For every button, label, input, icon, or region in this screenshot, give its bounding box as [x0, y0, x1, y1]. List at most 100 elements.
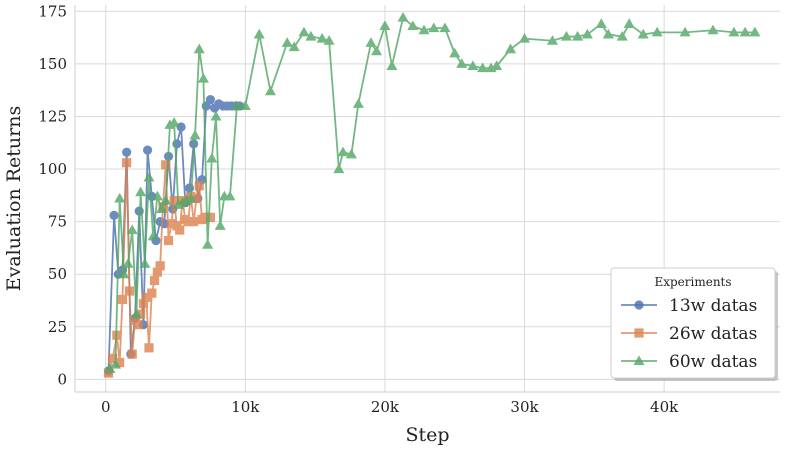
data-point: [728, 26, 740, 37]
data-point: [109, 210, 119, 220]
legend-entries: 13w datas 26w datas 60w datas: [621, 296, 757, 372]
data-point: [122, 258, 134, 268]
data-point: [386, 60, 398, 71]
legend-entry-13w-datas: 13w datas: [621, 296, 757, 316]
data-point: [439, 22, 451, 33]
data-point: [428, 22, 440, 33]
data-point: [194, 181, 204, 191]
data-point: [142, 145, 153, 155]
series-26w-datas: [103, 158, 216, 378]
data-point: [581, 28, 593, 39]
y-tick-label-1: 25: [48, 318, 67, 336]
x-tick-label-1: 10k: [231, 398, 260, 416]
data-point: [546, 35, 558, 45]
data-point: [122, 147, 132, 157]
data-point: [637, 28, 649, 39]
data-point: [749, 26, 761, 37]
data-point: [651, 26, 663, 37]
data-point: [147, 230, 159, 241]
data-point: [602, 28, 614, 39]
data-point: [175, 225, 185, 235]
legend-label: 60w datas: [669, 352, 757, 372]
axes-layer: 0 10k 20k 30k 40k 0 25 50 75 100 125 150 175: [38, 2, 780, 416]
data-point: [418, 24, 430, 35]
data-point: [133, 320, 143, 330]
data-point: [305, 30, 317, 41]
data-point: [616, 30, 628, 41]
data-point: [333, 163, 345, 174]
data-point: [185, 192, 197, 203]
data-point: [202, 239, 214, 249]
data-point: [231, 100, 243, 110]
legend-entry-60w-datas: 60w datas: [621, 352, 757, 372]
legend-label: 13w datas: [669, 296, 757, 316]
data-point: [197, 72, 209, 83]
data-point: [210, 110, 222, 121]
data-point: [707, 24, 719, 35]
data-point: [155, 261, 165, 271]
data-point: [449, 47, 461, 58]
data-point: [739, 26, 751, 37]
data-point: [456, 58, 468, 68]
y-tick-label-3: 75: [48, 213, 67, 231]
data-point: [323, 35, 335, 45]
data-point: [130, 308, 142, 319]
data-point: [149, 275, 160, 286]
data-point: [316, 33, 328, 43]
data-point: [407, 20, 419, 31]
data-point: [205, 95, 216, 105]
y-tick-label-0: 0: [57, 370, 67, 388]
data-point: [345, 148, 357, 159]
legend-box: [610, 267, 776, 379]
y-tick-label-6: 150: [38, 55, 67, 73]
data-point: [139, 258, 151, 268]
data-point: [467, 60, 479, 71]
legend-label: 26w datas: [669, 324, 757, 344]
data-point: [298, 26, 310, 37]
data-point: [623, 18, 635, 28]
data-point: [214, 220, 226, 230]
data-point: [156, 203, 168, 214]
data-point: [365, 37, 377, 47]
y-tick-label-5: 125: [38, 107, 67, 125]
data-point: [193, 43, 205, 54]
data-point: [172, 139, 182, 149]
data-point: [189, 129, 201, 140]
data-point: [163, 235, 174, 246]
legend-entry-26w-datas: 26w datas: [621, 324, 757, 344]
grid-layer: [75, 5, 780, 392]
legend-marker-swatch: [634, 300, 644, 310]
data-point: [117, 294, 128, 305]
x-tick-label-4: 40k: [650, 398, 679, 416]
data-point: [679, 26, 691, 37]
data-point: [253, 28, 265, 39]
data-point: [477, 62, 489, 73]
y-tick-label-4: 100: [38, 160, 67, 178]
data-point: [572, 30, 584, 41]
data-point: [371, 45, 383, 56]
series-layer: [103, 11, 761, 378]
data-point: [127, 349, 137, 359]
data-point: [264, 85, 276, 96]
x-axis-label: Step: [405, 424, 449, 446]
data-point: [352, 98, 364, 108]
data-point: [135, 186, 147, 197]
data-point: [189, 217, 199, 227]
data-point: [176, 122, 186, 132]
data-point: [168, 117, 180, 127]
data-point: [206, 152, 218, 163]
data-point: [151, 190, 163, 201]
data-point: [224, 190, 236, 201]
legend-marker-swatch: [633, 355, 645, 366]
data-point: [505, 43, 517, 54]
y-tick-label-7: 175: [38, 2, 67, 20]
data-point: [288, 41, 300, 52]
x-tick-label-0: 0: [101, 398, 111, 416]
y-tick-label-2: 50: [48, 265, 67, 283]
data-point: [144, 343, 154, 353]
data-point: [124, 286, 135, 296]
data-point: [160, 194, 172, 205]
data-point: [281, 37, 293, 47]
data-point: [143, 171, 155, 182]
data-point: [126, 224, 138, 235]
